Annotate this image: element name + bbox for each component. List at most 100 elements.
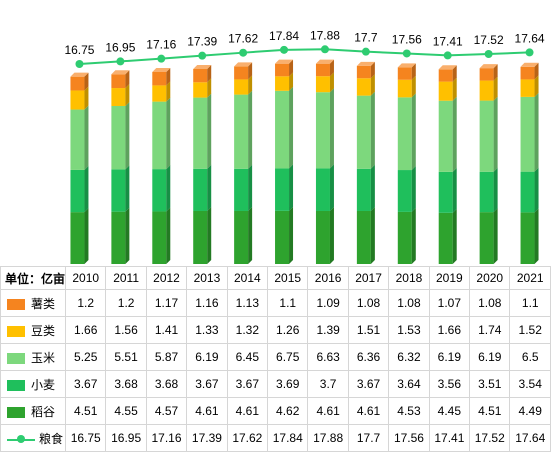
line-data-label-2014: 17.62 [228,32,258,46]
bar-segment-豆类-2012 [152,81,171,102]
bar-segment-玉米-2016 [315,88,334,169]
line-point-2012 [157,54,166,63]
bar-segment-稻谷-2017 [356,206,375,264]
bar-segment-小麦-2017 [356,164,375,211]
year-header-2021: 2021 [509,266,551,290]
cell-稻谷-2013: 4.61 [186,397,228,425]
bar-segment-玉米-2020 [479,96,498,172]
year-header-2014: 2014 [226,266,269,290]
legend-entry-玉米: 玉米 [0,343,66,371]
line-data-label-2017: 17.7 [354,31,378,45]
legend-label: 稻谷 [31,404,56,419]
cell-小麦-2018: 3.64 [388,370,430,398]
cell-粮食-2015: 17.84 [267,424,309,452]
cell-豆类-2021: 1.52 [509,316,551,344]
table-row-稻谷: 稻谷 4.51 4.55 4.57 4.61 4.61 4.62 4.61 4.61 4.53 4.… [0,397,551,425]
cell-小麦-2021: 3.54 [509,370,551,398]
bar-segment-玉米-2011 [111,101,130,170]
bar-segment-小麦-2014 [234,164,253,211]
legend-swatch [7,406,25,418]
bar-segment-小麦-2011 [111,165,130,212]
cell-稻谷-2015: 4.62 [267,397,309,425]
year-header-2020: 2020 [469,266,511,290]
stacked-bar-chart: 16.75 16.95 17.16 17.39 17.62 17.84 17.88 17.7 1… [64,28,545,264]
bar-segment-薯类-2016 [315,59,334,77]
legend-swatch [7,379,25,391]
cell-豆类-2013: 1.33 [186,316,228,344]
legend-entry-薯类: 薯类 [0,289,66,317]
table-header-row: 单位：亿亩 2010 2011 2012 2013 2014 2015 2016 2017 20… [0,266,551,290]
legend-swatch [7,352,25,364]
line-point-2013 [198,51,207,60]
year-header-2010: 2010 [64,266,107,290]
line-data-label-2020: 17.52 [474,33,504,47]
cell-稻谷-2021: 4.49 [509,397,551,425]
line-data-label-2018: 17.56 [392,32,422,46]
line-point-2016 [320,45,329,54]
cell-薯类-2010: 1.2 [64,289,107,317]
bar-segment-薯类-2013 [193,64,212,83]
bar-segment-薯类-2017 [356,61,375,79]
legend-swatch [7,298,25,310]
table-row-小麦: 小麦 3.67 3.68 3.68 3.67 3.67 3.69 3.7 3.67 3.64 3.5… [0,370,551,398]
bar-segment-小麦-2015 [275,164,294,211]
line-point-2018 [402,49,411,58]
bar-segment-小麦-2019 [438,167,457,213]
cell-稻谷-2018: 4.53 [388,397,430,425]
cell-薯类-2013: 1.16 [186,289,228,317]
table-row-薯类: 薯类 1.2 1.2 1.17 1.16 1.13 1.1 1.09 1.08 1.08 1.07 1… [0,289,551,317]
cell-稻谷-2019: 4.45 [428,397,471,425]
cell-薯类-2014: 1.13 [226,289,269,317]
cell-豆类-2016: 1.39 [307,316,349,344]
bar-segment-薯类-2021 [520,62,539,80]
cell-小麦-2010: 3.67 [64,370,107,398]
bar-segment-小麦-2010 [70,165,89,213]
unit-label: 单位：亿亩 [0,266,66,290]
bar-segment-薯类-2012 [152,67,171,86]
table-row-粮食: 粮食 16.75 16.95 17.16 17.39 17.62 17.84 17.88 17.… [0,424,551,452]
cell-小麦-2020: 3.51 [469,370,511,398]
cell-小麦-2014: 3.67 [226,370,269,398]
cell-玉米-2020: 6.19 [469,343,511,371]
cell-薯类-2021: 1.1 [509,289,551,317]
cell-稻谷-2011: 4.55 [105,397,147,425]
cell-玉米-2014: 6.45 [226,343,269,371]
bar-segment-玉米-2013 [193,93,212,169]
cell-稻谷-2010: 4.51 [64,397,107,425]
legend-entry-粮食: 粮食 [0,424,66,452]
bar-segment-薯类-2015 [275,59,294,77]
cell-小麦-2011: 3.68 [105,370,147,398]
bar-segment-小麦-2018 [397,166,416,212]
line-point-2011 [116,57,125,66]
cell-薯类-2017: 1.08 [347,289,390,317]
line-point-2017 [361,47,370,56]
cell-小麦-2019: 3.56 [428,370,471,398]
line-point-2019 [443,51,452,60]
line-point-2010 [75,60,84,68]
cell-豆类-2012: 1.41 [145,316,188,344]
bar-segment-薯类-2019 [438,65,457,82]
total-grain-line [79,48,530,65]
line-point-2015 [280,45,289,54]
cell-薯类-2018: 1.08 [388,289,430,317]
year-header-2012: 2012 [145,266,188,290]
cell-豆类-2014: 1.32 [226,316,269,344]
bar-segment-玉米-2017 [356,91,375,169]
legend-entry-稻谷: 稻谷 [0,397,66,425]
cell-粮食-2020: 17.52 [469,424,511,452]
line-data-label-2010: 16.75 [64,43,94,57]
cell-粮食-2013: 17.39 [186,424,228,452]
legend-label: 小麦 [31,377,56,392]
legend-entry-小麦: 小麦 [0,370,66,398]
line-point-2014 [239,48,248,57]
line-data-label-2019: 17.41 [433,34,463,48]
cell-粮食-2021: 17.64 [509,424,551,452]
bar-segment-稻谷-2013 [193,206,212,264]
bar-segment-稻谷-2020 [479,208,498,264]
bar-segment-豆类-2011 [111,84,130,106]
cell-稻谷-2014: 4.61 [226,397,269,425]
bar-segment-稻谷-2018 [397,207,416,264]
bar-segment-豆类-2015 [275,72,294,91]
bar-segment-薯类-2018 [397,63,416,80]
cell-玉米-2015: 6.75 [267,343,309,371]
